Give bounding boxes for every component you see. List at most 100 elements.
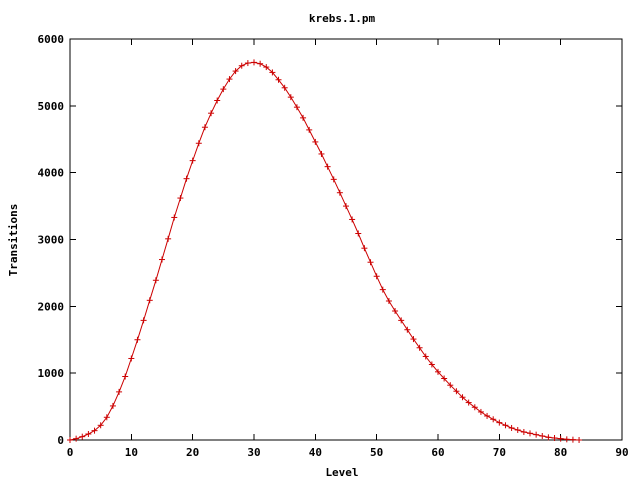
y-tick-label: 1000 xyxy=(38,367,65,380)
data-point xyxy=(520,428,527,435)
data-point xyxy=(152,277,159,284)
data-point xyxy=(220,86,227,93)
plot-area xyxy=(69,38,623,441)
data-point xyxy=(533,431,540,438)
data-point xyxy=(165,235,172,242)
chart-title: krebs.1.pm xyxy=(309,12,376,25)
data-point xyxy=(134,336,141,343)
data-point xyxy=(293,104,300,111)
data-point xyxy=(435,368,441,375)
data-point xyxy=(422,353,429,360)
y-axis: 0 1000 2000 3000 4000 5000 6000 xyxy=(38,33,622,447)
y-tick-label: 0 xyxy=(57,434,64,447)
data-point xyxy=(459,394,466,401)
data-point xyxy=(336,189,343,196)
data-point xyxy=(251,59,257,66)
data-point xyxy=(349,216,356,223)
x-tick-label: 40 xyxy=(309,446,322,459)
x-tick-label: 80 xyxy=(554,446,567,459)
data-point xyxy=(324,163,331,170)
data-point xyxy=(379,286,386,293)
x-tick-label: 90 xyxy=(615,446,628,459)
data-point xyxy=(128,355,135,362)
data-point xyxy=(496,419,503,426)
data-point xyxy=(91,427,98,434)
data-point xyxy=(428,361,435,368)
data-point xyxy=(385,297,392,304)
y-tick-label: 2000 xyxy=(38,300,65,313)
data-point xyxy=(404,326,411,333)
series-group xyxy=(67,59,583,443)
y-tick-label: 5000 xyxy=(38,100,65,113)
data-point xyxy=(416,344,423,351)
y-axis-label: Transitions xyxy=(7,204,20,277)
data-point xyxy=(484,412,491,419)
y-tick-label: 4000 xyxy=(38,167,65,180)
x-tick-label: 70 xyxy=(493,446,506,459)
data-point xyxy=(269,69,276,76)
x-axis: 0 10 20 30 40 50 60 70 80 90 xyxy=(67,39,629,459)
data-point xyxy=(238,62,245,69)
data-point xyxy=(373,273,380,280)
data-point xyxy=(563,436,570,443)
data-point xyxy=(551,434,558,441)
data-point xyxy=(67,437,73,443)
data-point xyxy=(539,432,546,439)
data-point xyxy=(545,434,552,441)
data-point xyxy=(201,124,208,131)
plot-frame xyxy=(69,38,623,441)
data-point xyxy=(447,382,454,389)
y-tick-label: 3000 xyxy=(38,234,65,247)
data-point xyxy=(514,426,521,433)
data-point xyxy=(410,336,417,343)
data-point xyxy=(85,430,92,437)
data-point xyxy=(287,94,294,101)
x-tick-label: 0 xyxy=(67,446,74,459)
data-point xyxy=(109,402,116,409)
data-point xyxy=(232,68,239,75)
data-point xyxy=(79,433,86,440)
data-point xyxy=(73,435,80,442)
data-point xyxy=(103,414,110,421)
data-point xyxy=(300,114,307,121)
x-tick-label: 10 xyxy=(125,446,138,459)
data-point xyxy=(576,437,583,443)
data-point xyxy=(257,60,264,67)
data-point xyxy=(171,214,178,221)
data-point xyxy=(122,373,129,380)
data-point xyxy=(477,408,484,415)
data-point xyxy=(318,150,325,157)
data-point xyxy=(281,84,288,91)
data-point xyxy=(343,203,349,210)
data-point xyxy=(502,422,509,429)
data-point xyxy=(392,308,399,315)
data-point xyxy=(471,404,478,411)
data-point xyxy=(244,60,251,67)
data-point xyxy=(557,435,564,442)
x-tick-label: 50 xyxy=(370,446,383,459)
x-axis-label: Level xyxy=(325,466,358,479)
data-point xyxy=(177,195,184,202)
data-point xyxy=(453,388,460,395)
data-point xyxy=(490,416,497,423)
data-point xyxy=(312,138,319,145)
series-line xyxy=(69,61,580,441)
data-point xyxy=(183,175,190,182)
data-point xyxy=(330,176,337,183)
data-point xyxy=(398,317,405,324)
data-point xyxy=(116,388,123,395)
data-point xyxy=(275,76,282,83)
data-point xyxy=(508,424,515,431)
data-point xyxy=(263,64,270,71)
data-point xyxy=(208,110,215,117)
data-point xyxy=(527,430,533,437)
data-point xyxy=(214,97,221,104)
data-point xyxy=(441,375,448,382)
data-point xyxy=(195,140,202,147)
data-point xyxy=(146,297,153,304)
data-point xyxy=(465,399,472,406)
data-point xyxy=(159,256,165,263)
x-tick-label: 60 xyxy=(431,446,444,459)
data-point xyxy=(189,157,196,164)
